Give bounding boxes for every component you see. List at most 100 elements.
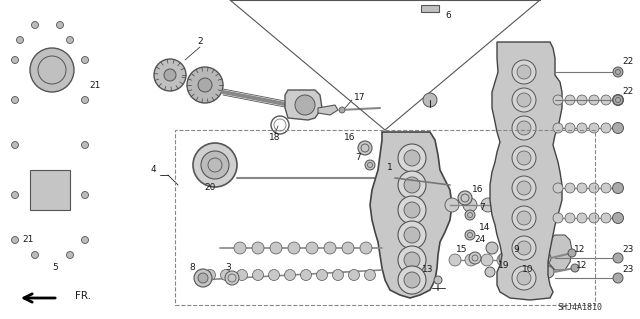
- Circle shape: [12, 56, 19, 63]
- Circle shape: [601, 213, 611, 223]
- Circle shape: [234, 242, 246, 254]
- Ellipse shape: [317, 172, 323, 184]
- Circle shape: [205, 270, 216, 280]
- Circle shape: [517, 241, 531, 255]
- Circle shape: [285, 270, 296, 280]
- Text: 12: 12: [576, 261, 588, 270]
- Circle shape: [67, 251, 74, 258]
- Circle shape: [342, 242, 354, 254]
- Circle shape: [31, 251, 38, 258]
- Circle shape: [295, 95, 315, 115]
- Circle shape: [288, 242, 300, 254]
- Text: 21: 21: [22, 235, 34, 244]
- Ellipse shape: [235, 171, 241, 185]
- Circle shape: [517, 65, 531, 79]
- Circle shape: [198, 78, 212, 92]
- Text: 6: 6: [445, 11, 451, 19]
- Circle shape: [221, 270, 232, 280]
- Circle shape: [81, 142, 88, 149]
- Circle shape: [486, 242, 498, 254]
- Circle shape: [553, 213, 563, 223]
- Circle shape: [30, 48, 74, 92]
- Circle shape: [198, 273, 208, 283]
- Ellipse shape: [292, 172, 298, 184]
- Circle shape: [542, 266, 554, 278]
- Circle shape: [270, 242, 282, 254]
- Text: 2: 2: [197, 38, 203, 47]
- Circle shape: [512, 266, 536, 290]
- Text: 17: 17: [355, 93, 365, 102]
- Circle shape: [499, 198, 513, 212]
- Circle shape: [398, 266, 426, 294]
- Circle shape: [237, 270, 248, 280]
- Ellipse shape: [346, 172, 351, 184]
- Text: 7: 7: [479, 204, 485, 212]
- Circle shape: [81, 97, 88, 103]
- Polygon shape: [30, 170, 70, 210]
- Circle shape: [589, 123, 599, 133]
- Circle shape: [577, 213, 587, 223]
- Ellipse shape: [266, 172, 271, 184]
- Circle shape: [589, 183, 599, 193]
- Circle shape: [269, 270, 280, 280]
- Circle shape: [225, 271, 239, 285]
- Polygon shape: [318, 105, 338, 115]
- Text: 23: 23: [622, 246, 634, 255]
- Circle shape: [360, 242, 372, 254]
- Circle shape: [434, 276, 442, 284]
- Circle shape: [365, 270, 376, 280]
- Text: 4: 4: [150, 166, 156, 174]
- Circle shape: [512, 146, 536, 170]
- Bar: [421, 5, 439, 12]
- Circle shape: [449, 254, 461, 266]
- Circle shape: [404, 177, 420, 193]
- Circle shape: [12, 97, 19, 103]
- Circle shape: [193, 143, 237, 187]
- Circle shape: [187, 67, 223, 103]
- Circle shape: [553, 95, 563, 105]
- Polygon shape: [545, 235, 572, 270]
- Circle shape: [12, 191, 19, 198]
- Circle shape: [589, 213, 599, 223]
- Circle shape: [613, 95, 623, 105]
- Circle shape: [507, 270, 523, 286]
- Circle shape: [463, 198, 477, 212]
- Circle shape: [404, 252, 420, 268]
- Circle shape: [517, 271, 531, 285]
- Circle shape: [601, 183, 611, 193]
- Text: 1: 1: [387, 164, 393, 173]
- Ellipse shape: [248, 172, 253, 184]
- Circle shape: [577, 95, 587, 105]
- Circle shape: [512, 236, 536, 260]
- Circle shape: [365, 160, 375, 170]
- Text: 9: 9: [513, 246, 519, 255]
- Circle shape: [553, 123, 563, 133]
- Text: FR.: FR.: [75, 291, 91, 301]
- Circle shape: [398, 246, 426, 274]
- Circle shape: [513, 254, 525, 266]
- Circle shape: [398, 196, 426, 224]
- Circle shape: [398, 171, 426, 199]
- Circle shape: [512, 206, 536, 230]
- Circle shape: [512, 116, 536, 140]
- Text: 10: 10: [522, 265, 534, 275]
- Circle shape: [12, 236, 19, 243]
- Circle shape: [458, 191, 472, 205]
- Circle shape: [535, 198, 549, 212]
- Circle shape: [512, 88, 536, 112]
- Circle shape: [568, 249, 576, 257]
- Polygon shape: [370, 132, 452, 298]
- Text: 15: 15: [456, 246, 468, 255]
- Circle shape: [499, 252, 511, 264]
- Circle shape: [612, 182, 623, 194]
- Circle shape: [201, 151, 229, 179]
- Circle shape: [553, 183, 563, 193]
- Circle shape: [481, 254, 493, 266]
- Circle shape: [164, 69, 176, 81]
- Circle shape: [317, 270, 328, 280]
- Text: 3: 3: [225, 263, 231, 272]
- Circle shape: [469, 252, 481, 264]
- Text: 12: 12: [574, 246, 586, 255]
- Circle shape: [81, 236, 88, 243]
- Circle shape: [404, 227, 420, 243]
